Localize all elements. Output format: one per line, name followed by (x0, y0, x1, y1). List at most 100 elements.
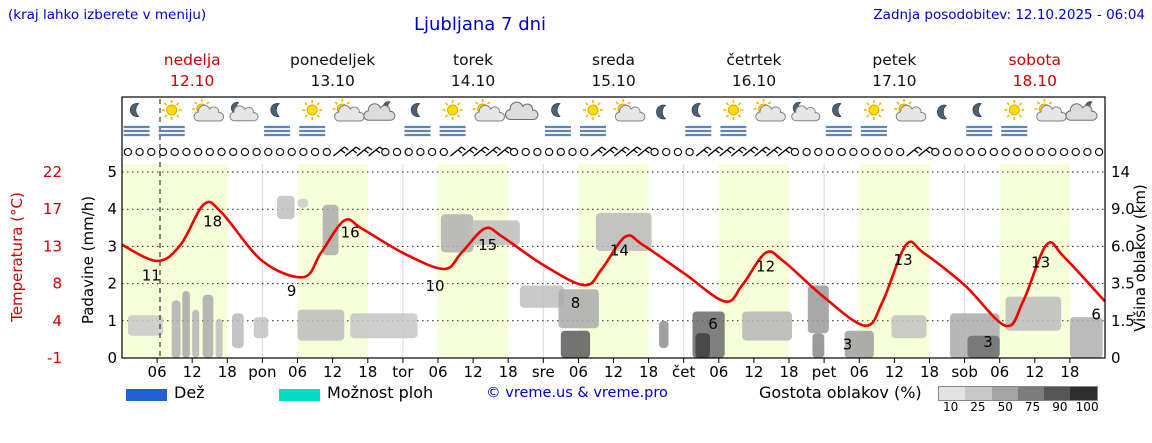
calm-wind-icon (860, 147, 870, 157)
svg-text:6.0: 6.0 (1111, 237, 1135, 255)
sun-fog-icon (860, 100, 887, 137)
svg-text:18: 18 (779, 363, 798, 381)
svg-text:4: 4 (107, 200, 117, 218)
calm-wind-icon (381, 147, 390, 157)
density-segment (991, 387, 1018, 400)
y-axis-cloud-height: 14 9.0 6.0 3.5 1.5 0 (1111, 163, 1135, 367)
cloud-density-scale (938, 386, 1098, 401)
calm-wind-icon (252, 147, 261, 157)
density-segment (1070, 387, 1097, 400)
wind-barb-icon (766, 146, 782, 157)
moon-fog-icon (544, 103, 571, 137)
wind-barb-icon (485, 146, 501, 157)
calm-wind-icon (439, 147, 448, 157)
sun-cloud-icon (753, 99, 786, 122)
svg-text:18: 18 (218, 363, 237, 381)
wind-barb-icon (613, 146, 630, 157)
calm-wind-icon (287, 147, 296, 157)
wind-symbols-row (123, 146, 1104, 157)
y-axis-precipitation: 5 4 3 2 1 0 (107, 163, 117, 367)
svg-text:0: 0 (107, 349, 117, 367)
svg-text:9: 9 (287, 282, 297, 300)
location-menu-hint: (kraj lahko izberete v meniju) (8, 7, 207, 23)
svg-text:pet: pet (812, 363, 837, 381)
svg-text:8: 8 (52, 275, 62, 293)
calm-wind-icon (556, 147, 565, 157)
calm-wind-icon (1013, 147, 1022, 157)
calm-wind-icon (170, 147, 179, 157)
svg-text:11: 11 (142, 267, 161, 285)
sun-fog-icon (580, 100, 606, 137)
moon-cloud-icon (791, 101, 821, 122)
day-name: ponedeljek (290, 51, 376, 69)
svg-text:1: 1 (107, 312, 117, 330)
svg-text:6: 6 (1091, 305, 1101, 323)
day-date: 12.10 (170, 72, 215, 90)
cloud-icon (504, 101, 539, 121)
copyright-link[interactable]: © vreme.us & vreme.pro (486, 385, 668, 401)
weather-icons-row (123, 99, 1098, 137)
day-date: 15.10 (591, 72, 636, 90)
calm-wind-icon (568, 147, 577, 157)
svg-text:sob: sob (951, 363, 978, 381)
moon-icon (656, 104, 667, 120)
wind-barb-icon (450, 146, 466, 157)
sun-cloud-icon (191, 99, 225, 122)
calm-wind-icon (147, 147, 156, 157)
cloud-density-ticks: 10 25 50 75 90 100 (937, 400, 1101, 414)
svg-text:5: 5 (107, 163, 117, 181)
svg-text:3: 3 (983, 333, 993, 351)
calm-wind-icon (217, 147, 226, 157)
density-tick-label: 10 (943, 400, 959, 414)
svg-text:18: 18 (639, 363, 658, 381)
sun-cloud-icon (613, 99, 646, 122)
calm-wind-icon (1094, 147, 1104, 157)
wind-barb-icon (754, 146, 771, 157)
svg-text:12: 12 (183, 363, 202, 381)
day-name: sobota (1008, 51, 1062, 69)
calm-wind-icon (229, 147, 238, 157)
svg-text:06: 06 (148, 363, 167, 381)
density-segment (965, 387, 992, 400)
wind-barb-icon (602, 146, 618, 157)
svg-text:18: 18 (1060, 363, 1079, 381)
day-date: 17.10 (872, 72, 917, 90)
calm-wind-icon (1059, 147, 1069, 157)
day-header: sreda 15.10 (591, 50, 635, 92)
moon-cloud-icon (229, 101, 259, 122)
wind-barb-icon (344, 146, 361, 157)
calm-wind-icon (966, 147, 975, 157)
svg-text:13: 13 (43, 237, 62, 255)
svg-text:1.5: 1.5 (1111, 312, 1135, 330)
calm-wind-icon (1083, 147, 1092, 157)
svg-text:18: 18 (920, 363, 939, 381)
svg-text:12: 12 (744, 363, 763, 381)
svg-text:12: 12 (464, 363, 483, 381)
calm-wind-icon (814, 147, 823, 157)
wind-barb-icon (356, 146, 373, 157)
svg-text:15: 15 (478, 236, 497, 254)
page-title: Ljubljana 7 dni (413, 14, 547, 35)
calm-wind-icon (884, 147, 893, 157)
calm-wind-icon (521, 147, 530, 157)
cloud-moon-icon (363, 101, 396, 121)
calm-wind-icon (392, 147, 402, 157)
svg-text:06: 06 (288, 363, 307, 381)
calm-wind-icon (123, 147, 133, 157)
wind-barb-icon (590, 146, 607, 157)
svg-text:pon: pon (248, 363, 276, 381)
rain-label: Dež (174, 383, 205, 402)
day-header: nedelja 12.10 (164, 50, 221, 92)
cloud-moon-icon (1065, 101, 1098, 121)
y-axis-temperature: 22 17 13 8 4 -1 (43, 163, 62, 367)
density-segment (1017, 387, 1045, 400)
cloud-density-label: Gostota oblakov (%) (759, 383, 922, 402)
svg-text:3.5: 3.5 (1111, 275, 1135, 293)
calm-wind-icon (275, 147, 285, 157)
svg-text:12: 12 (885, 363, 904, 381)
svg-text:sre: sre (532, 363, 555, 381)
showers-swatch (279, 389, 320, 401)
day-date: 13.10 (310, 72, 355, 90)
sun-cloud-icon (894, 99, 927, 122)
moon-fog-icon (966, 103, 993, 137)
